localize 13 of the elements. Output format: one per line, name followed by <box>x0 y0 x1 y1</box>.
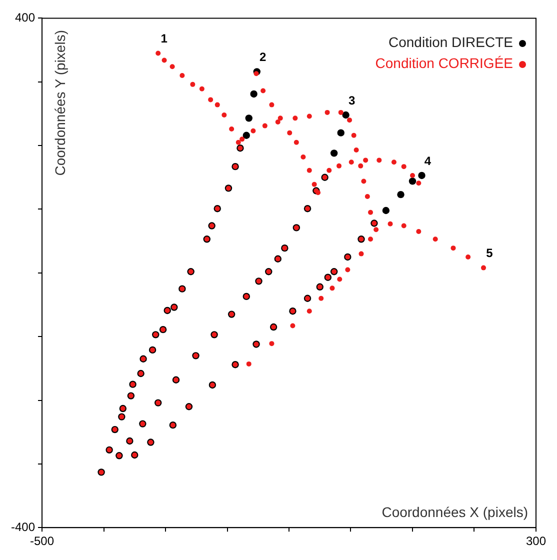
x-axis-title: Coordonnées X (pixels) <box>382 504 528 520</box>
y-tick-label: 400 <box>14 10 36 25</box>
legend-label: Condition DIRECTE <box>388 34 513 50</box>
annotation: 1 <box>160 32 168 46</box>
legend-label: Condition CORRIGÉE <box>375 55 513 72</box>
x-tick-label: 300 <box>526 534 546 548</box>
x-tick-label: -500 <box>30 534 54 548</box>
y-tick-label: -400 <box>10 520 36 534</box>
annotation: 2 <box>260 50 267 64</box>
annotation: 3 <box>348 93 356 108</box>
y-axis-title: Coordonnées Y (pixels) <box>52 30 68 176</box>
annotation: 4 <box>424 154 432 168</box>
annotation: 5 <box>486 246 494 260</box>
